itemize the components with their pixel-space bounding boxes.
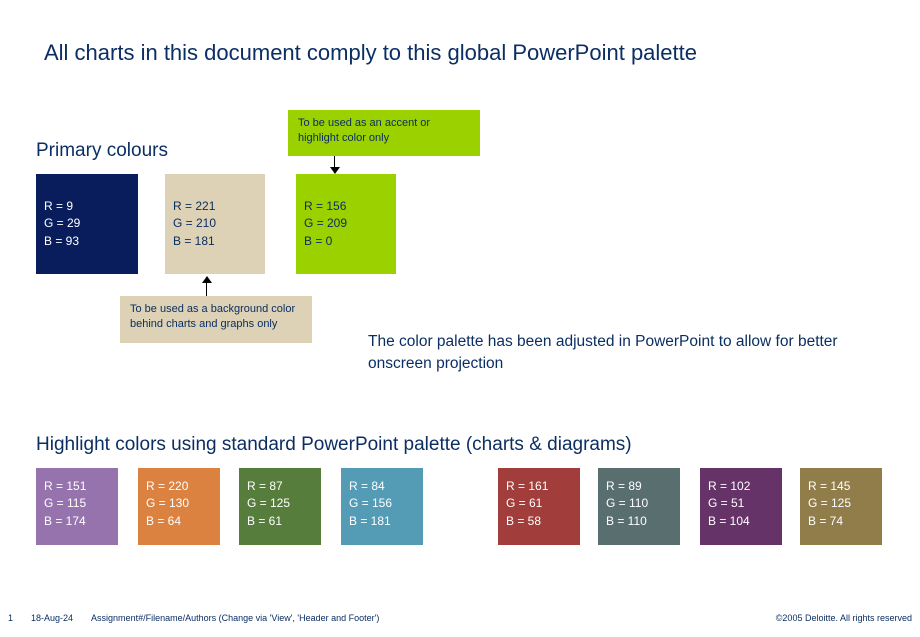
footer: 1 18-Aug-24 Assignment#/Filename/Authors… — [8, 613, 912, 623]
accent-callout: To be used as an accent or highlight col… — [288, 110, 480, 156]
accent-callout-arrow-head — [330, 167, 340, 174]
page-title: All charts in this document comply to th… — [44, 40, 697, 66]
background-callout-arrow-stem — [206, 282, 207, 296]
background-callout-arrow-head — [202, 276, 212, 283]
body-note: The color palette has been adjusted in P… — [368, 331, 868, 374]
primary-swatch-1: R = 221G = 210B = 181 — [165, 174, 265, 274]
highlight-swatch-5: R = 89G = 110B = 110 — [598, 468, 680, 545]
primary-colours-heading: Primary colours — [36, 140, 168, 162]
highlight-colours-heading: Highlight colors using standard PowerPoi… — [36, 434, 632, 456]
highlight-swatch-6: R = 102G = 51B = 104 — [700, 468, 782, 545]
highlight-swatch-3: R = 84G = 156B = 181 — [341, 468, 423, 545]
page-number: 1 — [8, 613, 13, 623]
footer-copyright: ©2005 Deloitte. All rights reserved — [776, 613, 912, 623]
highlight-swatch-1: R = 220G = 130B = 64 — [138, 468, 220, 545]
footer-date: 18-Aug-24 — [31, 613, 73, 623]
highlight-swatch-7: R = 145G = 125B = 74 — [800, 468, 882, 545]
primary-swatch-2: R = 156G = 209B = 0 — [296, 174, 396, 274]
highlight-swatch-4: R = 161G = 61B = 58 — [498, 468, 580, 545]
background-callout: To be used as a background color behind … — [120, 296, 312, 343]
highlight-swatch-0: R = 151G = 115B = 174 — [36, 468, 118, 545]
primary-swatch-0: R = 9G = 29B = 93 — [36, 174, 138, 274]
footer-center: Assignment#/Filename/Authors (Change via… — [91, 613, 379, 623]
highlight-swatch-2: R = 87G = 125B = 61 — [239, 468, 321, 545]
